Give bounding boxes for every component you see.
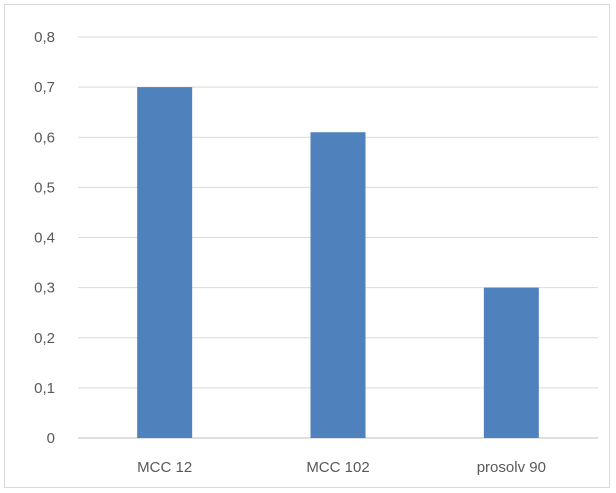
bar-2 bbox=[310, 132, 366, 439]
x-tick-label: MCC 102 bbox=[306, 459, 369, 476]
y-tick-label: 0,6 bbox=[34, 129, 55, 146]
x-tick-label: prosolv 90 bbox=[477, 459, 546, 476]
y-tick-label: 0 bbox=[47, 430, 55, 447]
y-tick-label: 0,7 bbox=[34, 79, 55, 96]
y-axis-tick-labels: 0 0,1 0,2 0,3 0,4 0,5 0,6 0,7 0,8 bbox=[34, 29, 55, 447]
x-axis-tick-labels: MCC 12 MCC 102 prosolv 90 bbox=[137, 459, 546, 476]
y-tick-label: 0,8 bbox=[34, 29, 55, 46]
bar-3 bbox=[483, 287, 539, 438]
y-tick-label: 0,5 bbox=[34, 179, 55, 196]
bar-1 bbox=[137, 87, 193, 438]
y-tick-label: 0,2 bbox=[34, 330, 55, 347]
y-tick-label: 0,3 bbox=[34, 280, 55, 297]
x-tick-label: MCC 12 bbox=[137, 459, 192, 476]
y-tick-label: 0,4 bbox=[34, 230, 55, 247]
bars bbox=[137, 87, 539, 439]
y-tick-label: 0,1 bbox=[34, 380, 55, 397]
